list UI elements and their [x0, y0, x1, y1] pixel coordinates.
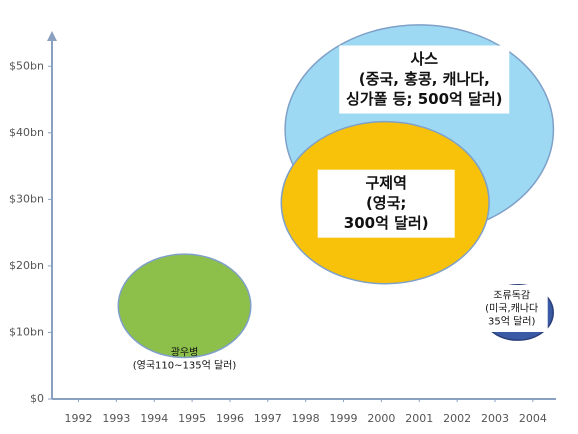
- x-tick-label: 2003: [481, 412, 509, 425]
- x-tick-label: 1992: [65, 412, 93, 425]
- y-tick-label: $50bn: [9, 59, 44, 72]
- label-box: [339, 45, 510, 114]
- x-tick-label: 2000: [367, 412, 395, 425]
- y-tick-label: $0: [30, 392, 44, 405]
- label-box: [317, 169, 455, 238]
- label-box: [475, 284, 548, 332]
- x-tick-label: 2002: [443, 412, 471, 425]
- x-tick-label: 1993: [102, 412, 130, 425]
- bubble-label: 광우병: [171, 346, 199, 358]
- bubble-label: 300억 달러): [344, 214, 429, 232]
- y-tick-label: $30bn: [9, 192, 44, 205]
- bubble-label: 35억 달러): [488, 315, 536, 327]
- x-tick-label: 1996: [216, 412, 244, 425]
- bubble-label: (영국110~135억 달러): [133, 359, 237, 371]
- bubble-label: 조류독감: [493, 289, 530, 301]
- y-tick-label: $40bn: [9, 126, 44, 139]
- bubble-label: (미국,캐나다: [485, 302, 538, 314]
- x-tick-label: 1997: [254, 412, 282, 425]
- bubble-label: 구제역: [365, 174, 406, 192]
- x-tick-label: 2004: [519, 412, 547, 425]
- x-tick-label: 1999: [330, 412, 358, 425]
- x-tick-label: 1998: [292, 412, 320, 425]
- x-tick-label: 1994: [140, 412, 168, 425]
- x-tick-label: 2001: [405, 412, 433, 425]
- bubble-label: 싱가폴 등; 500억 달러): [346, 90, 502, 108]
- y-tick-label: $20bn: [9, 259, 44, 272]
- y-axis-arrow: [47, 31, 57, 41]
- y-tick-label: $10bn: [9, 325, 44, 338]
- bubble-label: (중국, 홍콩, 캐나다,: [359, 70, 490, 88]
- bubble-label: 사스: [410, 50, 438, 68]
- bubble-label: (영국;: [366, 194, 406, 212]
- x-tick-label: 1995: [178, 412, 206, 425]
- bubble: [117, 253, 252, 359]
